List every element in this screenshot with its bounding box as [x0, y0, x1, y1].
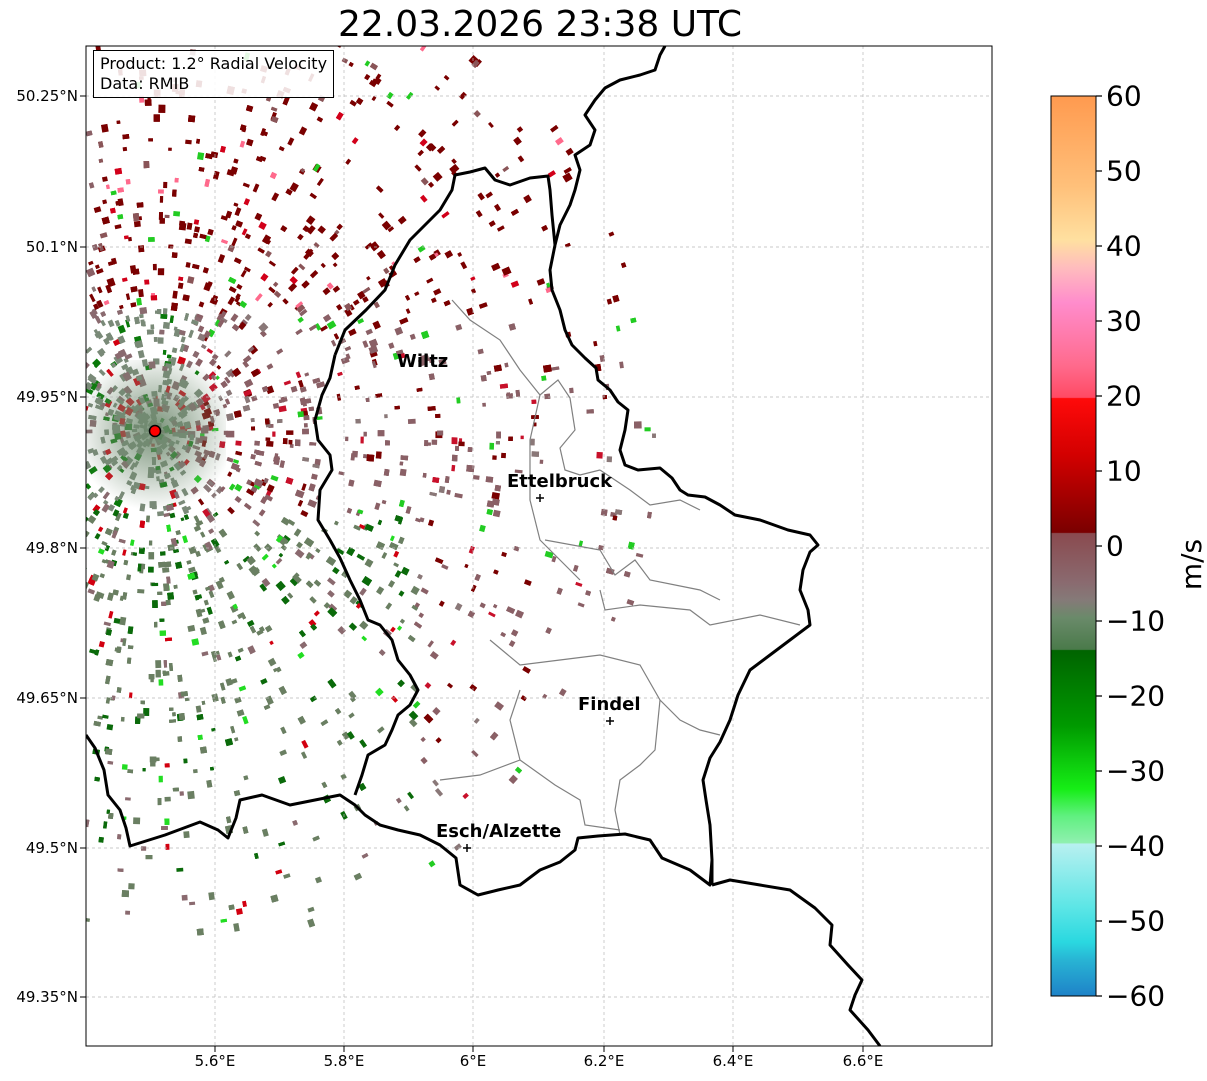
city-markers	[463, 494, 614, 852]
colorbar-tick-label: −40	[1106, 829, 1166, 863]
lon-label: 5.6°E	[194, 1052, 236, 1070]
gridlines	[86, 46, 992, 1046]
national-borders	[86, 46, 882, 1046]
city-label-esch-alzette: Esch/Alzette	[436, 821, 562, 842]
radar-site-marker[interactable]	[148, 424, 162, 438]
lat-label: 49.95°N	[16, 388, 78, 406]
lat-label: 49.5°N	[25, 839, 78, 857]
lat-label: 50.1°N	[25, 238, 78, 256]
colorbar-tick-label: −10	[1106, 604, 1166, 638]
colorbar-tick-label: 60	[1106, 79, 1142, 113]
data-source-label: Data: RMIB	[100, 74, 190, 93]
colorbar-tick-label: −20	[1106, 679, 1166, 713]
colorbar-tick-label: −60	[1106, 979, 1166, 1013]
colorbar-tick-label: 0	[1106, 529, 1124, 563]
map-title: 22.03.2026 23:38 UTC	[337, 4, 743, 45]
lon-label: 5.8°E	[323, 1052, 365, 1070]
colorbar-tick-label: 20	[1106, 379, 1142, 413]
lat-label: 50.25°N	[16, 87, 78, 105]
map-frame	[85, 45, 993, 1047]
lat-label: 49.8°N	[25, 539, 78, 557]
colorbar-ticks	[1096, 95, 1102, 997]
colorbar-tick-label: 40	[1106, 229, 1142, 263]
lon-label: 6.6°E	[842, 1052, 884, 1070]
map-content	[86, 46, 992, 1046]
city-label-ettelbruck: Ettelbruck	[507, 471, 613, 492]
lon-label: 6.2°E	[583, 1052, 625, 1070]
district-boundaries	[439, 299, 801, 836]
product-info-box: Product: 1.2° Radial Velocity Data: RMIB	[93, 50, 335, 98]
colorbar-tick-label: −30	[1106, 754, 1166, 788]
lon-label: 6°E	[459, 1052, 487, 1070]
axis-ticks	[80, 95, 864, 1052]
city-label-findel: Findel	[578, 694, 641, 715]
colorbar-tick-label: 30	[1106, 304, 1142, 338]
colorbar-tick-label: 50	[1106, 154, 1142, 188]
colorbar-unit-label: m/s	[1175, 538, 1207, 591]
lat-label: 49.65°N	[16, 689, 78, 707]
lat-label: 49.35°N	[16, 988, 78, 1006]
city-label-wiltz: Wiltz	[397, 351, 449, 372]
colorbar	[1050, 95, 1097, 997]
product-label: Product: 1.2° Radial Velocity	[100, 54, 328, 73]
lon-label: 6.4°E	[712, 1052, 754, 1070]
colorbar-tick-label: 10	[1106, 454, 1142, 488]
colorbar-tick-label: −50	[1106, 904, 1166, 938]
